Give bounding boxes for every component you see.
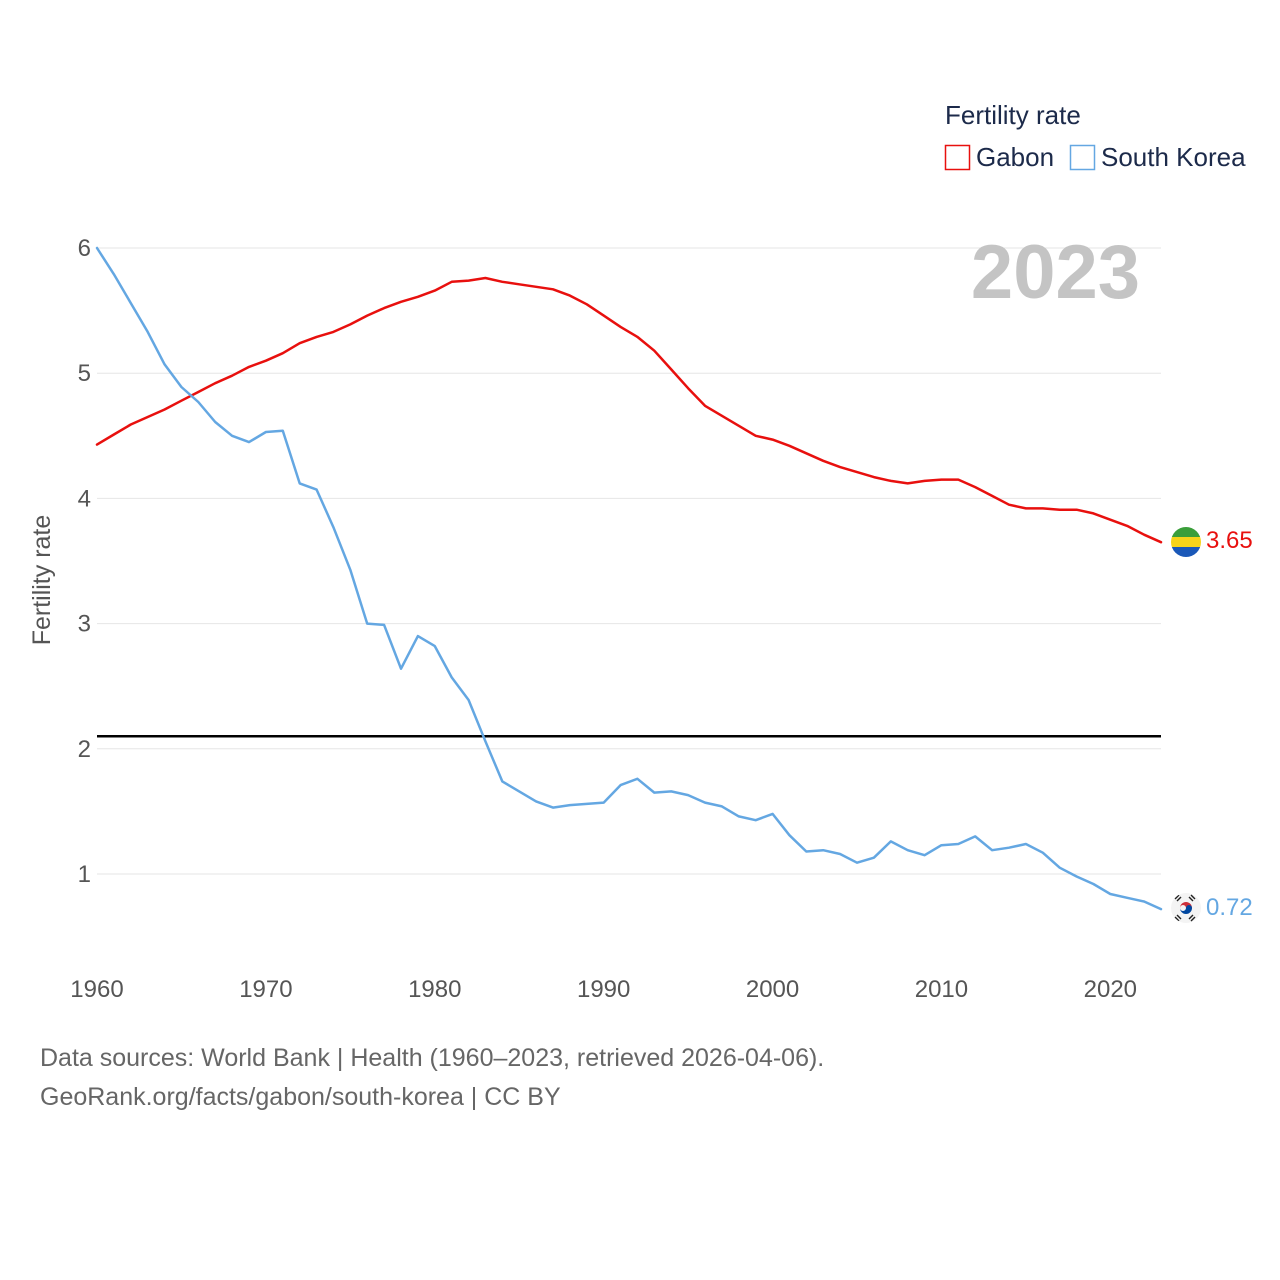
y-tick-label-4: 4 xyxy=(78,485,91,512)
legend-swatch-south-korea[interactable] xyxy=(1069,144,1096,171)
y-axis-title: Fertility rate xyxy=(28,515,56,646)
y-tick-label-6: 6 xyxy=(78,235,91,262)
legend-title: Fertility rate xyxy=(945,100,1081,130)
gabon-flag-icon xyxy=(1171,527,1201,557)
footer-sources: Data sources: World Bank | Health (1960–… xyxy=(40,1044,825,1072)
south-korea-flag-icon xyxy=(1171,893,1201,923)
x-tick-label-2000: 2000 xyxy=(746,976,799,1003)
legend-label-gabon[interactable]: Gabon xyxy=(976,142,1054,172)
x-tick-label-1990: 1990 xyxy=(577,976,630,1003)
footer-attribution: GeoRank.org/facts/gabon/south-korea | CC… xyxy=(40,1083,561,1111)
y-tick-label-2: 2 xyxy=(78,736,91,763)
end-label-south-korea: 0.72 xyxy=(1206,894,1253,921)
y-tick-label-5: 5 xyxy=(78,360,91,387)
series-line-south-korea xyxy=(95,246,1163,911)
x-tick-label-2010: 2010 xyxy=(915,976,968,1003)
end-label-gabon: 3.65 xyxy=(1206,527,1253,554)
legend-swatch-gabon[interactable] xyxy=(944,144,971,171)
x-tick-label-2020: 2020 xyxy=(1084,976,1137,1003)
x-tick-label-1980: 1980 xyxy=(408,976,461,1003)
y-tick-label-3: 3 xyxy=(78,611,91,638)
x-axis: 1960 1970 1980 1990 2000 2010 2020 xyxy=(70,976,1137,1003)
y-axis: 1 2 3 4 5 6 xyxy=(78,235,91,888)
legend[interactable]: Fertility rate Gabon South Korea xyxy=(944,100,1246,172)
gridlines xyxy=(97,247,1161,875)
series-line-gabon xyxy=(95,276,1163,544)
y-tick-label-1: 1 xyxy=(78,861,91,888)
legend-label-south-korea[interactable]: South Korea xyxy=(1101,142,1246,172)
series-lines xyxy=(95,246,1163,911)
x-tick-label-1960: 1960 xyxy=(70,976,123,1003)
x-tick-label-1970: 1970 xyxy=(239,976,292,1003)
year-label: 2023 xyxy=(971,230,1140,315)
